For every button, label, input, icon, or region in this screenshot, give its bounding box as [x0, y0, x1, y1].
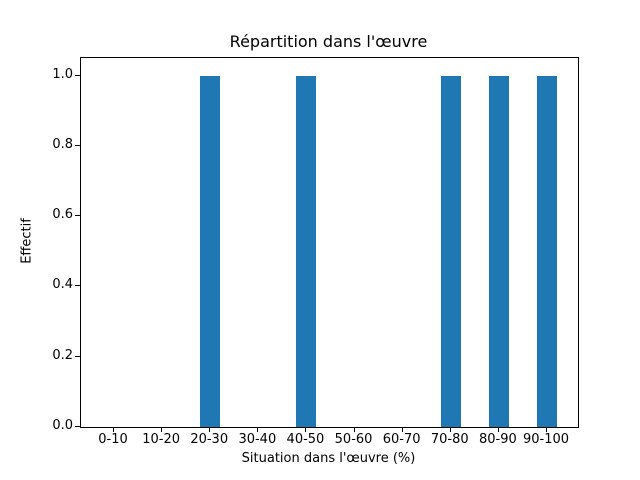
y-axis-label: Effectif — [19, 218, 35, 264]
x-tick-mark — [546, 427, 547, 432]
y-tick-mark — [75, 74, 80, 76]
x-tick-mark — [353, 427, 355, 432]
x-tick-mark — [305, 427, 307, 432]
x-tick-label: 60-70 — [382, 432, 421, 447]
y-tick-label: 0.2 — [52, 347, 73, 363]
y-tick-label: 0.0 — [52, 418, 73, 433]
y-tick-label: 0.8 — [52, 136, 73, 152]
y-tick-label: 1.0 — [52, 66, 73, 82]
bar-70-80 — [440, 75, 461, 427]
x-tick-mark — [209, 427, 211, 432]
bar-90-100 — [537, 75, 557, 427]
x-tick-mark — [401, 427, 403, 432]
y-tick-mark — [75, 426, 80, 427]
x-tick-label: 70-80 — [430, 432, 469, 447]
x-tick-label: 40-50 — [286, 432, 325, 447]
chart-title: Répartition dans l'œuvre — [229, 32, 428, 51]
x-tick-label: 20-30 — [190, 432, 229, 447]
x-tick-label: 90-100 — [522, 432, 570, 447]
bar-20-30 — [200, 75, 221, 427]
x-tick-mark — [257, 427, 259, 432]
x-tick-label: 0-10 — [98, 432, 128, 447]
plot-area — [80, 57, 579, 428]
x-axis-label: Situation dans l'œuvre (%) — [241, 451, 416, 466]
y-tick-label: 0.4 — [52, 277, 73, 293]
x-tick-mark — [161, 427, 163, 432]
y-tick-mark — [75, 285, 80, 287]
x-tick-label: 80-90 — [478, 432, 517, 447]
x-tick-label: 30-40 — [238, 432, 277, 447]
y-tick-mark — [75, 215, 80, 217]
y-tick-mark — [75, 355, 80, 357]
bar-80-90 — [488, 75, 509, 427]
y-tick-label: 0.6 — [52, 207, 73, 223]
x-tick-mark — [449, 427, 451, 432]
x-tick-label: 10-20 — [142, 432, 180, 447]
bar-40-50 — [296, 75, 317, 427]
x-tick-mark — [497, 427, 499, 432]
x-tick-mark — [113, 427, 114, 432]
y-tick-mark — [75, 144, 80, 146]
x-tick-label: 50-60 — [334, 432, 373, 447]
